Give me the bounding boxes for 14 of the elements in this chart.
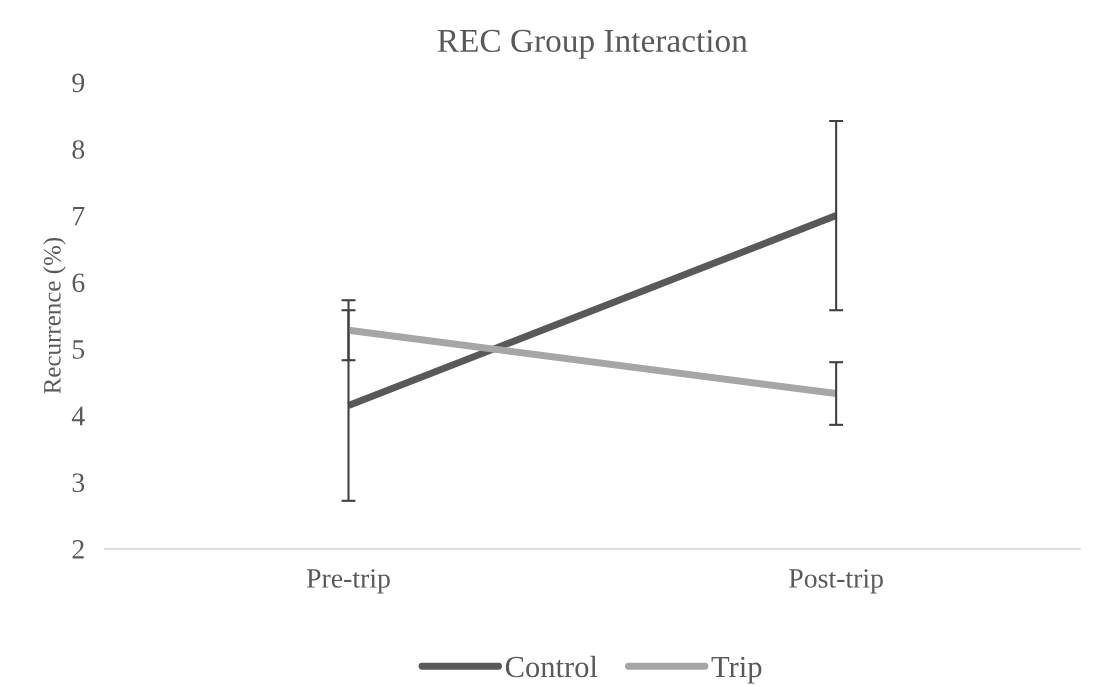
y-tick-label: 9 (72, 73, 85, 93)
y-tick-label: 3 (72, 473, 85, 493)
legend-label: Trip (711, 656, 762, 684)
y-tick-label: 6 (72, 273, 85, 293)
legend-label: Control (505, 655, 598, 678)
y-tick-label: 4 (71, 406, 85, 426)
y-tick-label: 2 (72, 540, 84, 559)
y-tick-label: 7 (73, 207, 85, 226)
y-tick-label: 5 (72, 340, 85, 359)
y-tick-label: 8 (72, 140, 85, 159)
x-tick-label: Post-trip (789, 569, 883, 594)
x-tick-label: Pre-trip (306, 569, 390, 594)
y-axis-title: Recurrence (%) (43, 237, 66, 394)
chart-title: REC Group Interaction (437, 29, 748, 59)
